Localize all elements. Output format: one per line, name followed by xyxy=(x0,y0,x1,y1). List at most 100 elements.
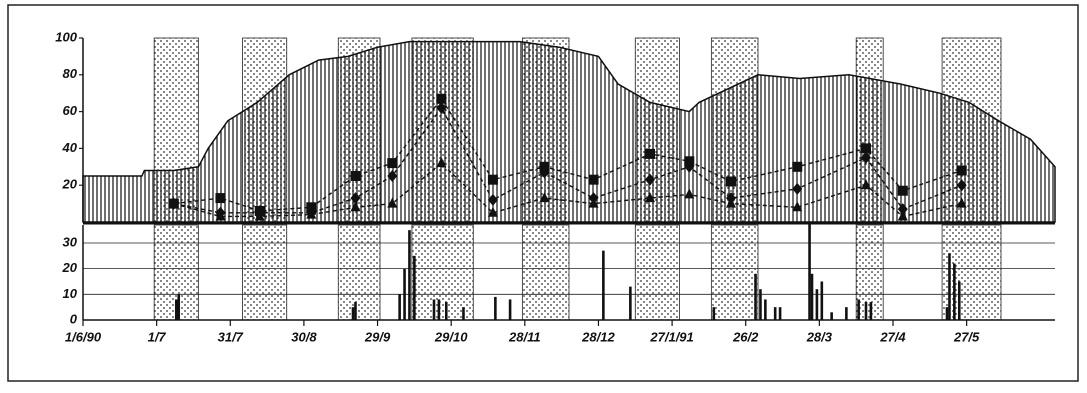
bar xyxy=(462,307,465,320)
bar xyxy=(808,222,811,320)
marker xyxy=(792,182,803,195)
marker xyxy=(168,197,179,208)
bar xyxy=(413,255,416,320)
marker xyxy=(897,210,908,221)
bar xyxy=(945,307,949,320)
x-tick-label: 27/1/91 xyxy=(649,329,693,344)
marker xyxy=(588,197,599,208)
shaded-period xyxy=(634,224,680,321)
bar xyxy=(957,281,961,320)
marker xyxy=(487,193,498,206)
bar xyxy=(953,263,956,320)
x-tick-label: 30/8 xyxy=(291,329,317,344)
marker xyxy=(436,157,447,168)
y-tick-label: 40 xyxy=(62,140,78,155)
y-tick-label: 30 xyxy=(63,234,78,249)
bar xyxy=(174,299,178,320)
bar xyxy=(408,230,411,320)
bar xyxy=(602,250,605,320)
marker xyxy=(645,148,655,159)
marker xyxy=(350,201,361,212)
x-tick-label: 26/2 xyxy=(732,329,759,344)
bar xyxy=(820,281,824,320)
marker xyxy=(861,143,871,154)
x-tick-label: 29/10 xyxy=(434,329,468,344)
x-tick-label: 1/7 xyxy=(148,329,167,344)
bar xyxy=(815,289,819,320)
x-tick-label: 27/4 xyxy=(879,329,906,344)
y-tick-label: 80 xyxy=(63,66,78,81)
x-tick-label: 31/7 xyxy=(218,329,244,344)
marker xyxy=(215,193,226,204)
bar xyxy=(857,299,860,320)
marker xyxy=(539,192,550,203)
marker xyxy=(684,188,695,199)
marker xyxy=(726,197,736,208)
marker xyxy=(956,165,967,176)
bar xyxy=(778,307,782,320)
marker xyxy=(350,192,361,205)
marker xyxy=(387,158,398,169)
marker xyxy=(254,210,265,221)
marker xyxy=(387,170,398,182)
x-tick-label: 29/9 xyxy=(364,329,391,344)
shaded-period xyxy=(941,224,1002,321)
marker xyxy=(436,101,447,114)
x-tick-label: 27/5 xyxy=(953,329,980,344)
marker xyxy=(726,176,736,187)
marker xyxy=(897,203,908,216)
marker xyxy=(792,161,803,172)
shaded-period xyxy=(710,224,759,321)
bar xyxy=(398,294,401,320)
marker xyxy=(792,201,803,212)
marker xyxy=(215,210,226,221)
bar xyxy=(764,299,767,320)
shaded-period xyxy=(521,224,570,321)
bar xyxy=(494,296,497,320)
bar xyxy=(508,299,512,320)
frame xyxy=(7,4,1079,382)
bar xyxy=(754,273,757,320)
shaded-period xyxy=(337,224,381,321)
bar xyxy=(444,302,448,320)
marker xyxy=(645,173,655,186)
marker xyxy=(387,197,398,208)
marker xyxy=(539,166,550,179)
bar xyxy=(759,289,762,320)
bar xyxy=(354,302,357,320)
bar xyxy=(948,253,951,320)
marker xyxy=(588,174,599,185)
marker xyxy=(861,151,871,164)
marker xyxy=(645,192,655,203)
marker xyxy=(956,197,967,208)
y-tick-label: 100 xyxy=(55,29,77,44)
bar xyxy=(869,302,873,320)
y-tick-label: 10 xyxy=(63,286,78,301)
marker xyxy=(350,171,361,181)
marker xyxy=(897,185,908,196)
y-tick-label: 20 xyxy=(62,177,78,192)
y-tick-label: 20 xyxy=(62,260,78,275)
bar xyxy=(773,307,777,320)
marker xyxy=(487,206,498,217)
marker xyxy=(487,174,498,185)
bar xyxy=(403,268,406,320)
y-tick-label: 0 xyxy=(70,311,78,326)
shaded-period xyxy=(411,224,474,321)
shaded-period xyxy=(242,224,288,321)
bar xyxy=(830,312,833,320)
bar xyxy=(432,299,436,320)
line xyxy=(173,106,962,214)
bar xyxy=(845,307,848,320)
x-tick-label: 1/6/90 xyxy=(65,329,102,344)
bar xyxy=(437,299,441,320)
bar xyxy=(177,294,181,320)
x-tick-label: 28/12 xyxy=(581,329,615,344)
x-tick-label: 28/3 xyxy=(806,329,833,344)
bar xyxy=(810,273,814,320)
marker xyxy=(956,179,967,192)
bar xyxy=(351,307,355,320)
x-tick-label: 28/11 xyxy=(508,329,541,344)
